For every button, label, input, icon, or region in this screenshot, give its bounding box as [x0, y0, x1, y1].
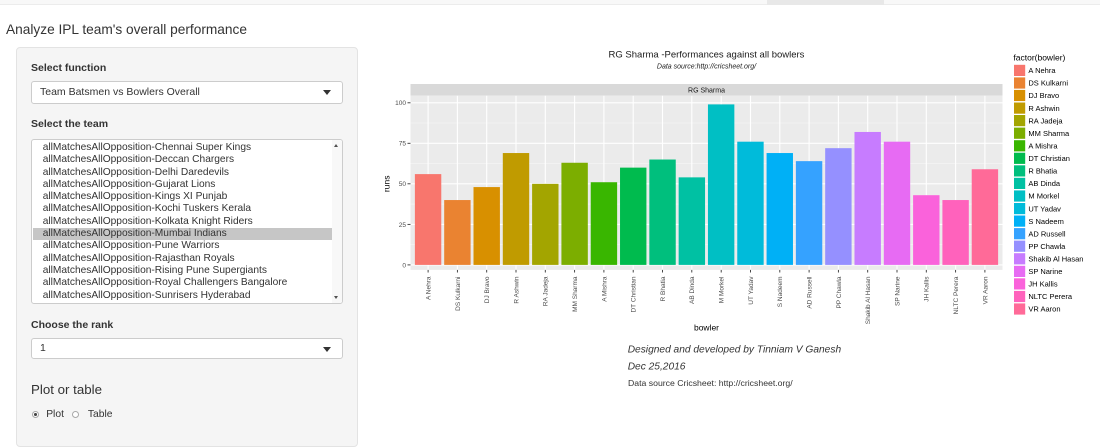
- svg-text:A Nehra: A Nehra: [1028, 66, 1056, 75]
- svg-text:MM Sharma: MM Sharma: [1028, 129, 1070, 138]
- svg-text:R Bhatia: R Bhatia: [1028, 167, 1058, 176]
- svg-text:R Bhatia: R Bhatia: [660, 276, 667, 301]
- svg-text:MM Sharma: MM Sharma: [572, 276, 579, 312]
- svg-text:Shakib Al Hasan: Shakib Al Hasan: [1028, 255, 1083, 264]
- svg-text:75: 75: [399, 141, 407, 148]
- svg-text:AB Dinda: AB Dinda: [1028, 179, 1061, 188]
- svg-text:RG Sharma -Performances agains: RG Sharma -Performances against all bowl…: [609, 50, 805, 61]
- svg-text:A Mishra: A Mishra: [1028, 142, 1058, 151]
- svg-text:AD Russell: AD Russell: [807, 276, 814, 309]
- svg-text:NLTC Perera: NLTC Perera: [1028, 292, 1072, 301]
- svg-text:RA Jadeja: RA Jadeja: [543, 276, 550, 306]
- svg-text:0: 0: [402, 262, 406, 269]
- svg-text:Data source Cricsheet: http://: Data source Cricsheet: http://cricsheet.…: [628, 378, 793, 388]
- svg-text:DT Christian: DT Christian: [1028, 154, 1070, 163]
- svg-text:DJ Bravo: DJ Bravo: [484, 276, 491, 303]
- svg-text:A Mishra: A Mishra: [601, 276, 608, 302]
- svg-text:R Ashwin: R Ashwin: [513, 276, 520, 303]
- svg-text:VR Aaron: VR Aaron: [982, 276, 989, 304]
- svg-text:AB Dinda: AB Dinda: [689, 276, 696, 304]
- svg-text:JH Kallis: JH Kallis: [1028, 280, 1057, 289]
- svg-text:RG Sharma: RG Sharma: [688, 87, 725, 94]
- svg-text:JH Kallis: JH Kallis: [924, 276, 931, 302]
- svg-text:M Morkel: M Morkel: [1028, 192, 1059, 201]
- svg-text:RA Jadeja: RA Jadeja: [1028, 116, 1063, 125]
- svg-text:25: 25: [399, 222, 407, 229]
- svg-text:S Nadeem: S Nadeem: [777, 277, 784, 308]
- svg-text:Data source:http://cricsheet.o: Data source:http://cricsheet.org/: [657, 64, 757, 71]
- svg-text:Designed and developed by Tinn: Designed and developed by Tinniam V Gane…: [628, 345, 842, 356]
- svg-text:DT Christian: DT Christian: [631, 276, 638, 312]
- svg-text:bowler: bowler: [694, 323, 719, 333]
- svg-text:SP Narine: SP Narine: [894, 276, 901, 306]
- svg-text:DS Kulkarni: DS Kulkarni: [1028, 79, 1068, 88]
- svg-text:PP Chawla: PP Chawla: [1028, 242, 1066, 251]
- svg-text:S Nadeem: S Nadeem: [1028, 217, 1063, 226]
- svg-text:factor(bowler): factor(bowler): [1013, 53, 1065, 63]
- svg-text:UT Yadav: UT Yadav: [748, 276, 755, 305]
- svg-text:DJ Bravo: DJ Bravo: [1028, 91, 1059, 100]
- svg-text:PP Chawla: PP Chawla: [836, 276, 843, 308]
- svg-text:Dec 25,2016: Dec 25,2016: [628, 361, 686, 372]
- svg-text:R Ashwin: R Ashwin: [1028, 104, 1059, 113]
- svg-text:Shakib Al Hasan: Shakib Al Hasan: [865, 276, 872, 324]
- svg-text:50: 50: [399, 181, 407, 188]
- svg-text:SP Narine: SP Narine: [1028, 267, 1062, 276]
- svg-text:UT Yadav: UT Yadav: [1028, 204, 1061, 213]
- svg-text:VR Aaron: VR Aaron: [1028, 305, 1060, 314]
- svg-text:A Nehra: A Nehra: [426, 276, 433, 300]
- svg-text:M Morkel: M Morkel: [719, 276, 726, 303]
- svg-text:DS Kulkarni: DS Kulkarni: [455, 277, 462, 311]
- svg-text:AD Russell: AD Russell: [1028, 229, 1065, 238]
- svg-text:NLTC Perera: NLTC Perera: [953, 276, 960, 314]
- svg-text:100: 100: [395, 100, 406, 107]
- svg-text:runs: runs: [382, 176, 392, 193]
